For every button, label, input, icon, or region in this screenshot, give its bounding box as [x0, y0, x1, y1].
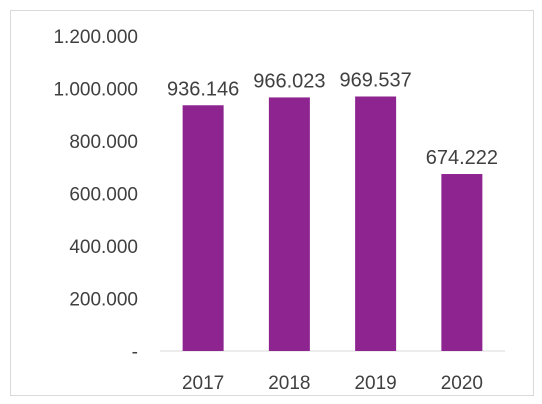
x-tick-label: 2019 — [354, 373, 396, 394]
data-label-2019: 969.537 — [339, 69, 411, 91]
y-axis: - 200.000 400.000 600.000 800.000 1.000.000 1.… — [53, 27, 138, 363]
data-label-2017: 936.146 — [167, 78, 239, 100]
data-label-2018: 966.023 — [253, 70, 325, 92]
x-tick-label: 2020 — [441, 373, 483, 394]
x-axis: 2017 2018 2019 2020 — [160, 350, 505, 394]
data-labels: 936.146 966.023 969.537 674.222 — [167, 69, 498, 169]
bar-2020 — [441, 174, 483, 351]
bar-2017 — [182, 105, 224, 351]
y-tick-label: 1.200.000 — [53, 27, 138, 48]
bar-2019 — [355, 96, 397, 351]
bars — [182, 96, 483, 351]
x-tick-label: 2018 — [268, 373, 310, 394]
bar-2018 — [268, 97, 310, 351]
y-tick-label: 1.000.000 — [53, 80, 138, 101]
y-tick-label: 400.000 — [69, 237, 138, 258]
x-tick-label: 2017 — [182, 373, 224, 394]
data-label-2020: 674.222 — [426, 147, 498, 169]
y-tick-label: 600.000 — [69, 185, 138, 206]
y-tick-label: - — [132, 342, 138, 363]
y-tick-label: 200.000 — [69, 290, 138, 311]
y-tick-label: 800.000 — [69, 132, 138, 153]
